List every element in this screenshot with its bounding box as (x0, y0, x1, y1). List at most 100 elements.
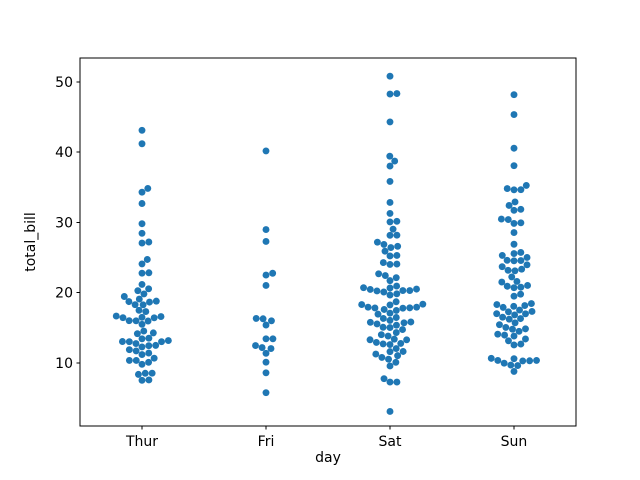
data-point-thur (145, 358, 153, 366)
data-point-fri (252, 314, 260, 322)
data-point-thur (152, 297, 160, 305)
data-point-sat (386, 301, 394, 309)
data-point-sun (522, 325, 529, 333)
data-point-sat (374, 310, 382, 318)
data-point-thur (139, 301, 147, 309)
data-point-sun (507, 361, 515, 369)
data-point-sat (386, 408, 394, 415)
data-point-sat (371, 304, 379, 312)
data-point-thur (145, 342, 153, 350)
data-point-fri (268, 317, 275, 325)
data-point-sat (392, 274, 400, 282)
data-point-thur (158, 338, 165, 346)
data-point-sun (505, 337, 512, 345)
data-point-sat (399, 348, 407, 355)
data-point-sun (493, 301, 501, 309)
data-point-sat (386, 177, 394, 185)
x-tick-label-sat: Sat (379, 434, 402, 450)
data-point-sun (487, 354, 495, 362)
data-point-thur (138, 343, 146, 351)
data-point-sat (364, 303, 372, 311)
data-point-fri (269, 335, 277, 343)
data-point-thur (135, 306, 143, 314)
data-point-thur (138, 126, 146, 134)
data-point-sat (386, 362, 394, 370)
data-point-sun (510, 206, 518, 214)
data-point-sun (510, 341, 518, 349)
data-point-fri (262, 369, 270, 377)
data-point-thur (138, 220, 146, 228)
data-point-sat (386, 218, 394, 226)
data-point-thur (134, 370, 142, 378)
x-tick-label-thur: Thur (125, 434, 158, 450)
data-point-sat (394, 242, 402, 250)
data-point-sun (510, 292, 518, 300)
data-point-thur (138, 280, 146, 288)
data-point-sat (386, 252, 394, 260)
data-point-thur (133, 330, 141, 338)
data-point-sun (510, 367, 518, 375)
data-point-fri (262, 349, 270, 357)
data-point-thur (138, 140, 146, 148)
data-point-sun (510, 219, 518, 227)
data-point-sat (393, 217, 401, 225)
data-point-sun (517, 186, 525, 194)
data-point-sat (392, 345, 400, 353)
data-point-sun (515, 327, 523, 335)
data-point-thur (131, 301, 139, 309)
data-point-thur (138, 360, 146, 368)
data-point-sun (510, 302, 518, 310)
data-point-sat (386, 316, 394, 324)
data-point-sun (505, 308, 512, 316)
data-point-sun (500, 359, 508, 367)
data-point-sat (393, 260, 401, 268)
data-point-sat (392, 306, 400, 314)
data-point-sun (533, 356, 540, 364)
data-point-thur (132, 340, 140, 347)
data-point-sat (386, 277, 394, 285)
data-point-thur (138, 229, 146, 237)
data-point-sun (514, 362, 522, 370)
data-point-sat (380, 306, 388, 313)
data-point-sun (510, 229, 518, 236)
data-point-sat (386, 231, 394, 239)
data-point-sat (386, 118, 394, 126)
data-point-sun (510, 162, 518, 170)
y-tick-label: 10 (55, 356, 73, 372)
data-point-thur (138, 188, 146, 196)
data-point-sun (510, 240, 518, 248)
data-point-thur (138, 200, 146, 207)
data-point-sun (499, 303, 507, 311)
data-point-sat (380, 375, 388, 383)
data-point-sun (510, 355, 518, 363)
data-point-sun (511, 267, 519, 275)
data-point-sat (381, 272, 389, 280)
x-tick-label-sun: Sun (501, 434, 528, 450)
data-point-sun (494, 330, 502, 338)
data-point-sat (372, 350, 380, 358)
data-point-sat (399, 304, 407, 312)
data-point-thur (145, 334, 153, 342)
data-point-sun (509, 325, 516, 333)
data-point-sat (406, 304, 414, 312)
data-point-thur (118, 338, 126, 345)
data-point-sun (517, 315, 524, 323)
data-point-sun (493, 310, 501, 318)
data-point-sun (505, 202, 513, 209)
data-point-sat (392, 298, 400, 306)
data-point-sun (494, 357, 502, 364)
data-point-sun (511, 319, 519, 327)
data-point-fri (262, 237, 270, 245)
data-point-sat (393, 90, 401, 98)
data-point-fri (262, 321, 270, 329)
data-point-sat (386, 152, 394, 160)
data-point-sun (511, 311, 519, 319)
data-point-thur (149, 329, 157, 337)
data-point-sat (386, 291, 394, 299)
data-point-sat (379, 323, 387, 331)
data-point-fri (259, 315, 267, 323)
data-point-thur (125, 317, 133, 325)
data-point-thur (132, 357, 140, 364)
data-point-thur (141, 369, 149, 377)
data-point-sat (389, 225, 397, 233)
